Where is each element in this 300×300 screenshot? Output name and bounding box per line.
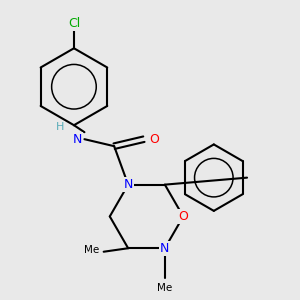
Text: H: H bbox=[56, 122, 64, 132]
Text: N: N bbox=[160, 242, 170, 255]
Text: O: O bbox=[178, 210, 188, 223]
Text: O: O bbox=[149, 133, 159, 146]
Text: N: N bbox=[73, 133, 82, 146]
Text: Me: Me bbox=[84, 245, 99, 255]
Text: N: N bbox=[124, 178, 133, 191]
Text: Cl: Cl bbox=[68, 17, 80, 30]
Text: Me: Me bbox=[157, 284, 172, 293]
